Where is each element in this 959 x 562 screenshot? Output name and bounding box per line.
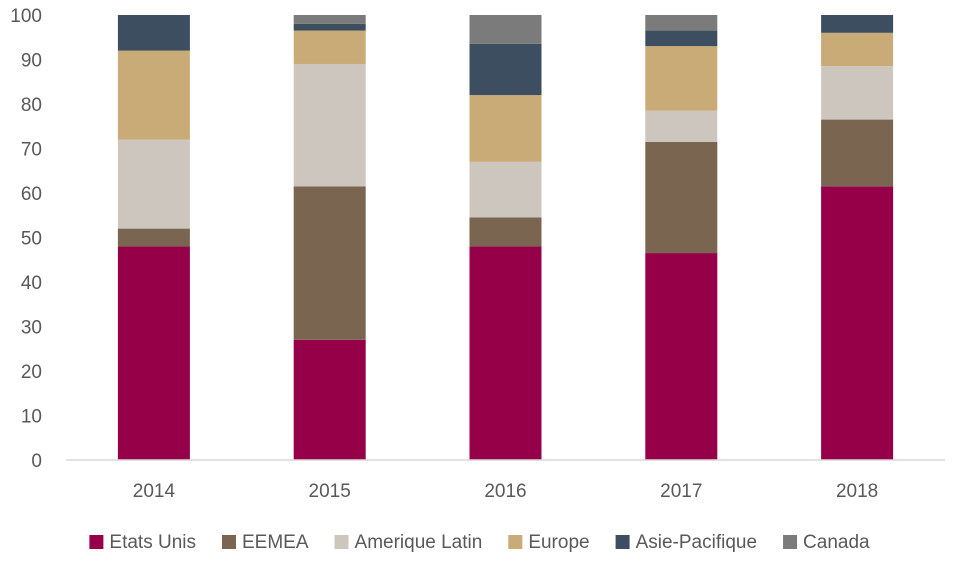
y-tick-label: 30 — [21, 318, 42, 339]
y-tick-label: 50 — [21, 229, 42, 250]
bars — [117, 15, 894, 460]
legend-item-europe: Europe — [508, 532, 590, 553]
bar-segment-2016-asie-pacifique — [469, 43, 542, 96]
legend-item-asie-pacifique: Asie-Pacifique — [615, 532, 757, 553]
bar-segment-2018-asie-pacifique — [821, 15, 894, 33]
legend-label: Amerique Latin — [355, 532, 483, 553]
y-tick-label: 90 — [21, 51, 42, 72]
y-tick-label: 10 — [21, 407, 42, 428]
bar-segment-2016-etats-unis — [469, 246, 542, 460]
legend-item-canada: Canada — [783, 532, 870, 553]
legend-label: Asie-Pacifique — [636, 532, 757, 553]
bar-segment-2014-eemea — [117, 228, 190, 247]
legend-swatch — [783, 535, 798, 549]
bar-segment-2014-etats-unis — [117, 246, 190, 460]
legend-swatch — [221, 535, 236, 549]
legend-swatch — [89, 535, 104, 549]
bar-segment-2017-eemea — [645, 141, 718, 254]
legend-swatch — [508, 535, 523, 549]
bar-segment-2018-etats-unis — [821, 186, 894, 460]
bar-segment-2018-eemea — [821, 119, 894, 187]
x-tick-label: 2016 — [484, 481, 526, 502]
legend-swatch — [615, 535, 630, 549]
bar-segment-2016-europe — [469, 95, 542, 162]
y-tick-label: 100 — [10, 6, 42, 27]
legend-item-etats-unis: Etats Unis — [89, 532, 196, 553]
legend-label: Canada — [803, 532, 870, 553]
bar-segment-2018-europe — [821, 32, 894, 67]
x-tick-label: 2014 — [133, 481, 176, 502]
bar-segment-2014-amerique-latin — [117, 139, 190, 229]
legend-label: Europe — [528, 532, 589, 553]
legend-label: EEMEA — [242, 532, 309, 553]
bar-segment-2014-europe — [117, 50, 190, 140]
x-tick-label: 2017 — [660, 481, 702, 502]
bar-segment-2017-asie-pacifique — [645, 30, 718, 47]
y-axis: 0 10 20 30 40 50 60 70 80 90 100 — [10, 6, 42, 472]
bar-segment-2015-europe — [293, 30, 366, 64]
x-tick-label: 2015 — [309, 481, 351, 502]
x-axis: 2014 2015 2016 2017 2018 — [133, 481, 878, 502]
y-tick-label: 0 — [31, 451, 42, 472]
bar-segment-2016-eemea — [469, 217, 542, 247]
legend-item-eemea: EEMEA — [221, 532, 309, 553]
bar-segment-2017-canada — [645, 15, 718, 31]
bar-segment-2015-amerique-latin — [293, 63, 366, 187]
y-tick-label: 70 — [21, 140, 42, 161]
bar-segment-2015-eemea — [293, 186, 366, 340]
legend-item-amerique-latin: Amerique Latin — [334, 532, 483, 553]
y-tick-label: 60 — [21, 184, 42, 205]
x-tick-label: 2018 — [836, 481, 878, 502]
bar-segment-2015-canada — [293, 15, 366, 24]
bar-segment-2016-canada — [469, 15, 542, 44]
bar-segment-2017-etats-unis — [645, 253, 718, 460]
legend: Etats Unis EEMEA Amerique Latin Europe Asie-… — [89, 532, 870, 553]
y-tick-label: 20 — [21, 362, 42, 383]
bar-segment-2018-amerique-latin — [821, 66, 894, 120]
y-tick-label: 40 — [21, 273, 42, 294]
y-tick-label: 80 — [21, 95, 42, 116]
bar-segment-2017-amerique-latin — [645, 110, 718, 142]
bar-segment-2017-europe — [645, 46, 718, 111]
legend-swatch — [334, 535, 349, 549]
bar-segment-2016-amerique-latin — [469, 161, 542, 218]
bar-segment-2015-etats-unis — [293, 339, 366, 460]
bar-segment-2014-asie-pacifique — [117, 15, 190, 51]
legend-label: Etats Unis — [109, 532, 196, 553]
bar-segment-2015-asie-pacifique — [293, 23, 366, 31]
